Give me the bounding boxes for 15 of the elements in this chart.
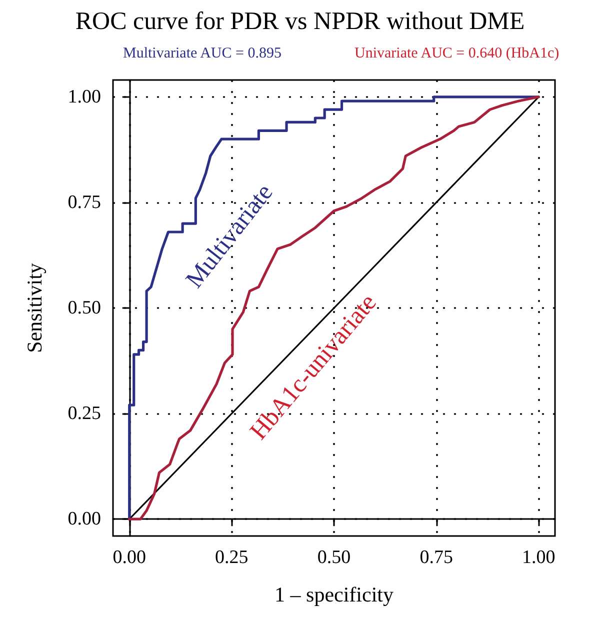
x-tick-label: 0.25 bbox=[215, 547, 248, 568]
y-axis-title: Sensitivity bbox=[22, 262, 46, 353]
y-tick-label: 0.50 bbox=[68, 298, 101, 318]
x-tick-label: 0.75 bbox=[420, 547, 453, 568]
text: Multivariate AUC = 0.895 bbox=[123, 46, 282, 62]
x-tick-label: 0.00 bbox=[112, 547, 146, 568]
x-tick-label: 1.00 bbox=[522, 547, 556, 568]
y-tick-label: 1.00 bbox=[68, 86, 101, 108]
chart-title: ROC curve for PDR vs NPDR without DME bbox=[75, 8, 525, 35]
x-tick-label: 0.50 bbox=[317, 547, 351, 568]
y-tick-label: 0.25 bbox=[68, 403, 101, 424]
text: Univariate AUC = 0.640 (HbA1c) bbox=[354, 46, 560, 62]
y-tick-label: 0.75 bbox=[68, 192, 101, 213]
x-axis-title: 1 – specificity bbox=[274, 582, 394, 606]
y-tick-label: 0.00 bbox=[68, 508, 101, 530]
